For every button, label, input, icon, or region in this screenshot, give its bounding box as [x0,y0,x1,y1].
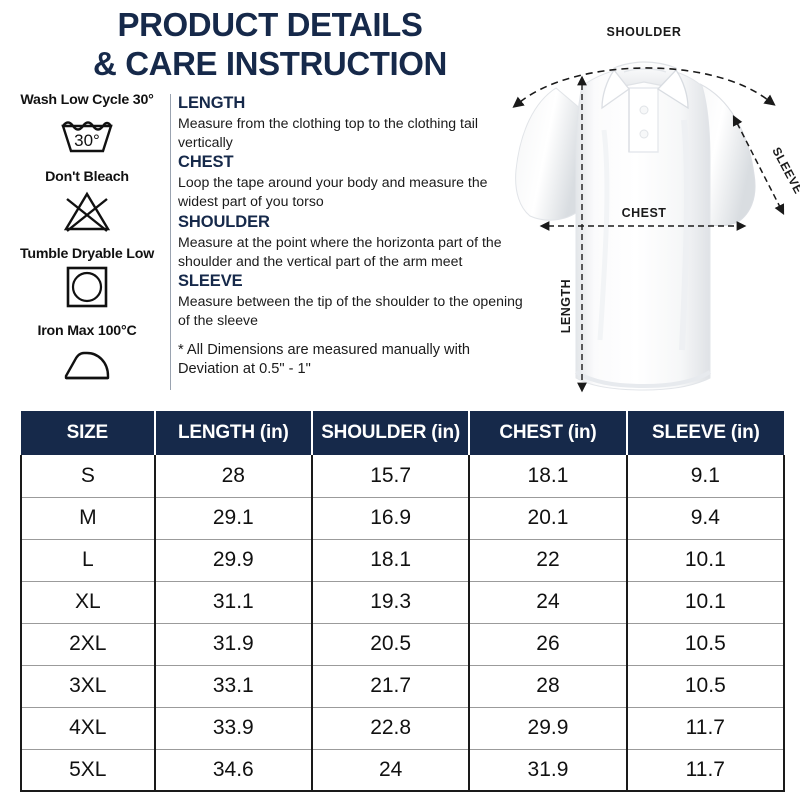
measurement-body-shoulder: Measure at the point where the horizonta… [178,233,502,269]
title-line-1: PRODUCT DETAILS [117,6,423,43]
table-row: XL 31.1 19.3 24 10.1 [20,581,786,624]
cell-shoulder: 19.3 [310,581,470,624]
page-title: PRODUCT DETAILS & CARE INSTRUCTION [60,6,480,84]
title-line-2: & CARE INSTRUCTION [93,44,447,82]
cell-length: 31.9 [153,623,312,666]
table-row: 5XL 34.6 24 31.9 11.7 [20,749,786,792]
column-header-chest: CHEST (in) [468,411,628,455]
cell-chest: 29.9 [468,707,627,750]
sleeve-arrow [732,114,785,216]
measurement-body-sleeve: Measure between the tip of the shoulder … [178,293,523,329]
cell-size: M [20,497,155,540]
care-item-bleach: Don't Bleach [8,169,166,234]
measurement-shoulder: SHOULDER Measure at the point where the … [178,213,530,270]
measurement-body-length: Measure from the clothing top to the clo… [178,115,479,150]
vertical-divider [170,94,171,390]
cell-size: 2XL [20,623,155,666]
cell-chest: 18.1 [468,455,627,498]
column-header-size: SIZE [21,411,156,455]
care-label-bleach: Don't Bleach [45,169,129,185]
cell-length: 33.9 [153,707,312,750]
no-bleach-triangle-icon [8,188,166,234]
tumble-dry-icon [8,265,166,311]
table-row: 3XL 33.1 21.7 28 10.5 [20,665,786,708]
cell-sleeve: 11.7 [625,707,786,750]
measurement-chest: CHEST Loop the tape around your body and… [178,153,530,210]
cell-shoulder: 21.7 [310,665,470,708]
cell-size: 5XL [20,749,155,792]
deviation-note: * All Dimensions are measured manually w… [178,341,471,378]
cell-sleeve: 10.1 [625,581,786,624]
cell-sleeve: 10.5 [625,623,786,666]
table-row: S 28 15.7 18.1 9.1 [20,455,786,498]
size-chart-table: SIZE LENGTH (in) SHOULDER (in) CHEST (in… [20,411,786,792]
cell-shoulder: 18.1 [310,539,470,582]
cell-size: S [20,455,155,498]
cell-sleeve: 10.5 [625,665,786,708]
column-header-sleeve: SLEEVE (in) [625,411,784,455]
svg-text:30°: 30° [74,131,100,150]
cell-sleeve: 9.4 [625,497,786,540]
measurement-heading-shoulder: SHOULDER [178,212,270,231]
care-item-wash: Wash Low Cycle 30° 30° [8,92,166,157]
care-label-tumble-dry: Tumble Dryable Low [19,246,155,262]
cell-shoulder: 15.7 [310,455,470,498]
iron-icon [8,342,166,388]
measurement-sleeve: SLEEVE Measure between the tip of the sh… [178,272,530,329]
measurement-heading-length: LENGTH [178,94,246,112]
cell-sleeve: 9.1 [625,455,786,498]
shoulder-label: SHOULDER [607,25,682,39]
cell-shoulder: 16.9 [310,497,470,540]
cell-chest: 28 [468,665,627,708]
cell-sleeve: 11.7 [625,749,786,792]
measurement-annotations: SHOULDER SLEEVE CHEST LENGTH [512,25,800,393]
measurement-heading-chest: CHEST [178,153,234,172]
cell-size: 3XL [20,665,155,708]
cell-sleeve: 10.1 [625,539,786,582]
table-body: S 28 15.7 18.1 9.1 M 29.1 16.9 20.1 9.4 … [20,455,786,792]
cell-length: 31.1 [153,581,312,624]
cell-chest: 22 [468,539,627,582]
chest-label: CHEST [622,206,667,220]
cell-shoulder: 20.5 [310,623,470,666]
column-header-shoulder: SHOULDER (in) [310,411,471,455]
cell-length: 29.1 [153,497,312,540]
cell-chest: 24 [468,581,627,624]
cell-chest: 31.9 [468,749,627,792]
cell-length: 34.6 [153,749,312,792]
cell-length: 29.9 [153,539,312,582]
table-row: L 29.9 18.1 22 10.1 [20,539,786,582]
cell-chest: 26 [468,623,627,666]
care-label-iron: Iron Max 100°C [37,323,137,339]
table-row: 2XL 31.9 20.5 26 10.5 [20,623,786,666]
cell-shoulder: 22.8 [310,707,470,750]
care-item-iron: Iron Max 100°C [8,323,166,388]
care-item-tumble-dry: Tumble Dryable Low [8,246,166,311]
table-row: 4XL 33.9 22.8 29.9 11.7 [20,707,786,750]
column-header-length: LENGTH (in) [153,411,313,455]
cell-size: 4XL [20,707,155,750]
table-row: M 29.1 16.9 20.1 9.4 [20,497,786,540]
measurement-body-chest: Loop the tape around your body and measu… [178,174,488,210]
measurement-description-list: LENGTH Measure from the clothing top to … [178,92,530,380]
care-instruction-list: Wash Low Cycle 30° 30° Don't Bleach T [8,92,166,400]
measurement-length: LENGTH Measure from the clothing top to … [178,94,530,151]
sleeve-label: SLEEVE [769,145,800,197]
cell-size: XL [20,581,155,624]
cell-size: L [20,539,155,582]
wash-tub-30-icon: 30° [8,111,166,157]
cell-chest: 20.1 [468,497,627,540]
cell-length: 28 [153,455,312,498]
table-header-row: SIZE LENGTH (in) SHOULDER (in) CHEST (in… [21,411,784,455]
shoulder-arrow [512,67,776,108]
care-label-wash: Wash Low Cycle 30° [20,92,154,108]
length-label: LENGTH [559,279,573,333]
cell-length: 33.1 [153,665,312,708]
measurement-heading-sleeve: SLEEVE [178,272,243,291]
polo-shirt-diagram: SHOULDER SLEEVE CHEST LENGTH [486,10,800,402]
cell-shoulder: 24 [310,749,470,792]
